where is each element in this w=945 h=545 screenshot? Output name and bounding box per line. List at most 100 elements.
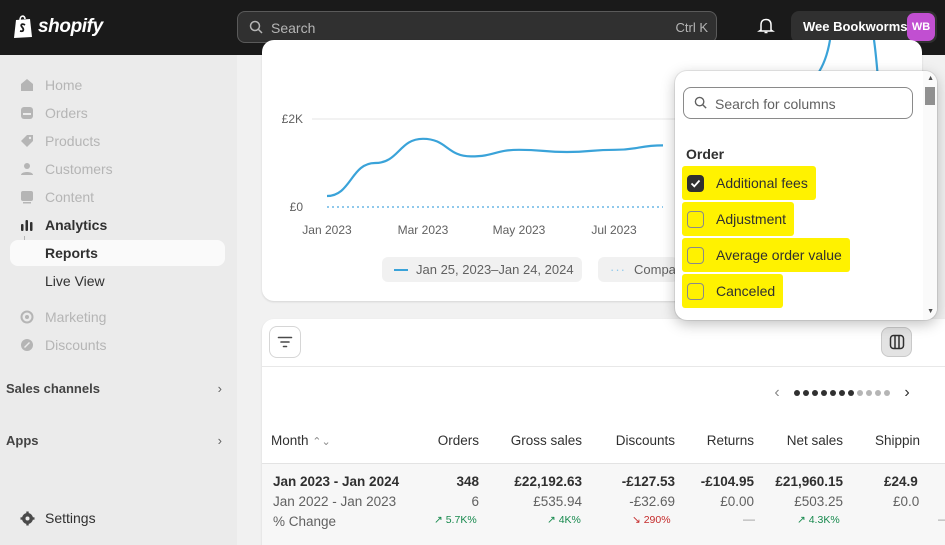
checkbox-checked[interactable] bbox=[687, 174, 704, 192]
sidebar-item-label: Home bbox=[45, 77, 83, 93]
column-option-additional-fees[interactable]: Additional fees bbox=[682, 166, 816, 200]
bar-chart-icon bbox=[18, 216, 36, 234]
cell-shipping-current: £24.9 bbox=[884, 474, 918, 489]
column-option-canceled[interactable]: Canceled bbox=[682, 274, 784, 308]
cell-gross-previous: £535.94 bbox=[533, 494, 582, 509]
cell-shipping-change: — bbox=[938, 512, 945, 526]
sidebar-item-analytics[interactable]: Analytics bbox=[10, 212, 225, 238]
sidebar-item-live-view[interactable]: Live View bbox=[10, 268, 225, 294]
column-option-label: Canceled bbox=[716, 283, 776, 299]
page-dot[interactable] bbox=[830, 390, 836, 396]
legend-compare-period[interactable]: ··· Compar bbox=[598, 257, 678, 282]
checkmark-icon bbox=[690, 179, 701, 188]
column-search-input[interactable]: Search for columns bbox=[683, 87, 913, 119]
chevron-right-icon[interactable]: › bbox=[904, 384, 910, 401]
checkbox[interactable] bbox=[687, 210, 704, 228]
x-tick-label: Jul 2023 bbox=[591, 223, 637, 237]
scroll-down-arrow-icon[interactable]: ▼ bbox=[927, 308, 934, 315]
tag-icon bbox=[18, 132, 36, 150]
sidebar-item-reports[interactable]: Reports bbox=[10, 240, 225, 266]
cell-gross-change: ↗ 4K% bbox=[547, 514, 581, 526]
search-icon bbox=[694, 96, 707, 109]
cell-returns-change: — bbox=[743, 512, 755, 526]
sidebar-item-label: Customers bbox=[45, 161, 113, 177]
column-header-shipping[interactable]: Shippin bbox=[875, 433, 921, 448]
legend-line-swatch bbox=[394, 268, 408, 271]
sales-channels-label: Sales channels bbox=[6, 381, 100, 396]
report-table-card: ‹ › Month ⌃⌄ Orders Gross sales Discount… bbox=[262, 319, 945, 545]
store-menu-button[interactable]: Wee Bookworms WB bbox=[791, 11, 937, 43]
sidebar-item-content[interactable]: Content bbox=[10, 184, 225, 210]
scrollbar-thumb[interactable] bbox=[925, 87, 935, 105]
filter-lines-icon bbox=[277, 336, 293, 348]
scroll-up-arrow-icon[interactable]: ▲ bbox=[927, 75, 934, 82]
column-option-label: Adjustment bbox=[716, 211, 787, 227]
home-icon bbox=[18, 76, 36, 94]
column-header-returns[interactable]: Returns bbox=[706, 433, 754, 448]
sidebar-item-home[interactable]: Home bbox=[10, 72, 225, 98]
orders-icon bbox=[18, 104, 36, 122]
discount-icon bbox=[18, 336, 36, 354]
page-dot[interactable] bbox=[812, 390, 818, 396]
sales-line-chart[interactable]: £2K £0 Jan 2023 Mar 2023 May 2023 Jul 20… bbox=[262, 40, 922, 301]
edit-columns-button[interactable] bbox=[881, 327, 912, 357]
sidebar-item-products[interactable]: Products bbox=[10, 128, 225, 154]
apps-section[interactable]: Apps › bbox=[6, 433, 226, 448]
page-dot[interactable] bbox=[803, 390, 809, 396]
cell-shipping-previous: £0.0 bbox=[893, 494, 920, 509]
legend-dotted-swatch: ··· bbox=[610, 262, 626, 277]
sidebar-item-customers[interactable]: Customers bbox=[10, 156, 225, 182]
page-dot[interactable] bbox=[848, 390, 854, 396]
legend-current-period[interactable]: Jan 25, 2023–Jan 24, 2024 bbox=[382, 257, 582, 282]
x-tick-label: May 2023 bbox=[493, 223, 546, 237]
legend-compare-label: Compar bbox=[634, 262, 678, 277]
chevron-left-icon[interactable]: ‹ bbox=[774, 384, 780, 401]
column-header-orders[interactable]: Orders bbox=[437, 433, 479, 448]
page-dots bbox=[794, 390, 890, 396]
search-shortcut: Ctrl K bbox=[675, 20, 709, 35]
column-option-average-order-value[interactable]: Average order value bbox=[682, 238, 850, 272]
page-dot[interactable] bbox=[884, 390, 890, 396]
filter-sort-button[interactable] bbox=[269, 326, 301, 358]
page-dot[interactable] bbox=[821, 390, 827, 396]
notification-bell-icon[interactable] bbox=[757, 17, 775, 35]
row-label-current: Jan 2023 - Jan 2024 bbox=[273, 474, 400, 489]
sales-channels-section[interactable]: Sales channels › bbox=[6, 381, 226, 396]
sidebar-item-settings[interactable]: Settings bbox=[10, 505, 225, 531]
column-group-title: Order bbox=[686, 146, 725, 162]
column-search-placeholder: Search for columns bbox=[715, 96, 836, 112]
checkbox[interactable] bbox=[687, 282, 704, 300]
popover-scrollbar[interactable]: ▲ ▼ bbox=[923, 71, 937, 320]
column-option-label: Average order value bbox=[716, 247, 842, 263]
change-value: 4K% bbox=[558, 514, 581, 526]
cell-returns-previous: £0.00 bbox=[720, 494, 754, 509]
person-icon bbox=[18, 160, 36, 178]
page-dot[interactable] bbox=[866, 390, 872, 396]
table-toolbar-divider bbox=[262, 366, 945, 367]
column-header-month[interactable]: Month ⌃⌄ bbox=[271, 433, 331, 448]
column-header-gross-sales[interactable]: Gross sales bbox=[510, 433, 582, 448]
sidebar-item-marketing[interactable]: Marketing bbox=[10, 304, 225, 330]
cell-gross-current: £22,192.63 bbox=[514, 474, 582, 489]
shopify-logo[interactable]: shopify bbox=[12, 14, 103, 39]
checkbox[interactable] bbox=[687, 246, 704, 264]
legend-current-label: Jan 25, 2023–Jan 24, 2024 bbox=[416, 262, 574, 277]
table-row bbox=[262, 463, 945, 545]
page-dot[interactable] bbox=[875, 390, 881, 396]
search-bar[interactable]: Search Ctrl K bbox=[237, 11, 717, 43]
y-tick-label: £0 bbox=[290, 200, 304, 214]
y-tick-label: £2K bbox=[282, 112, 303, 126]
change-value: 5.7K% bbox=[445, 514, 477, 526]
column-option-adjustment[interactable]: Adjustment bbox=[682, 202, 795, 236]
page-dot[interactable] bbox=[794, 390, 800, 396]
column-header-discounts[interactable]: Discounts bbox=[615, 433, 675, 448]
page-dot[interactable] bbox=[839, 390, 845, 396]
sidebar-item-orders[interactable]: Orders bbox=[10, 100, 225, 126]
current-series-line bbox=[326, 137, 664, 198]
column-header-net-sales[interactable]: Net sales bbox=[786, 433, 843, 448]
row-label-previous: Jan 2022 - Jan 2023 bbox=[273, 494, 397, 509]
cell-returns-current: -£104.95 bbox=[700, 474, 754, 489]
page-dot[interactable] bbox=[857, 390, 863, 396]
sidebar-item-discounts[interactable]: Discounts bbox=[10, 332, 225, 358]
sidebar-item-label: Discounts bbox=[45, 337, 107, 353]
